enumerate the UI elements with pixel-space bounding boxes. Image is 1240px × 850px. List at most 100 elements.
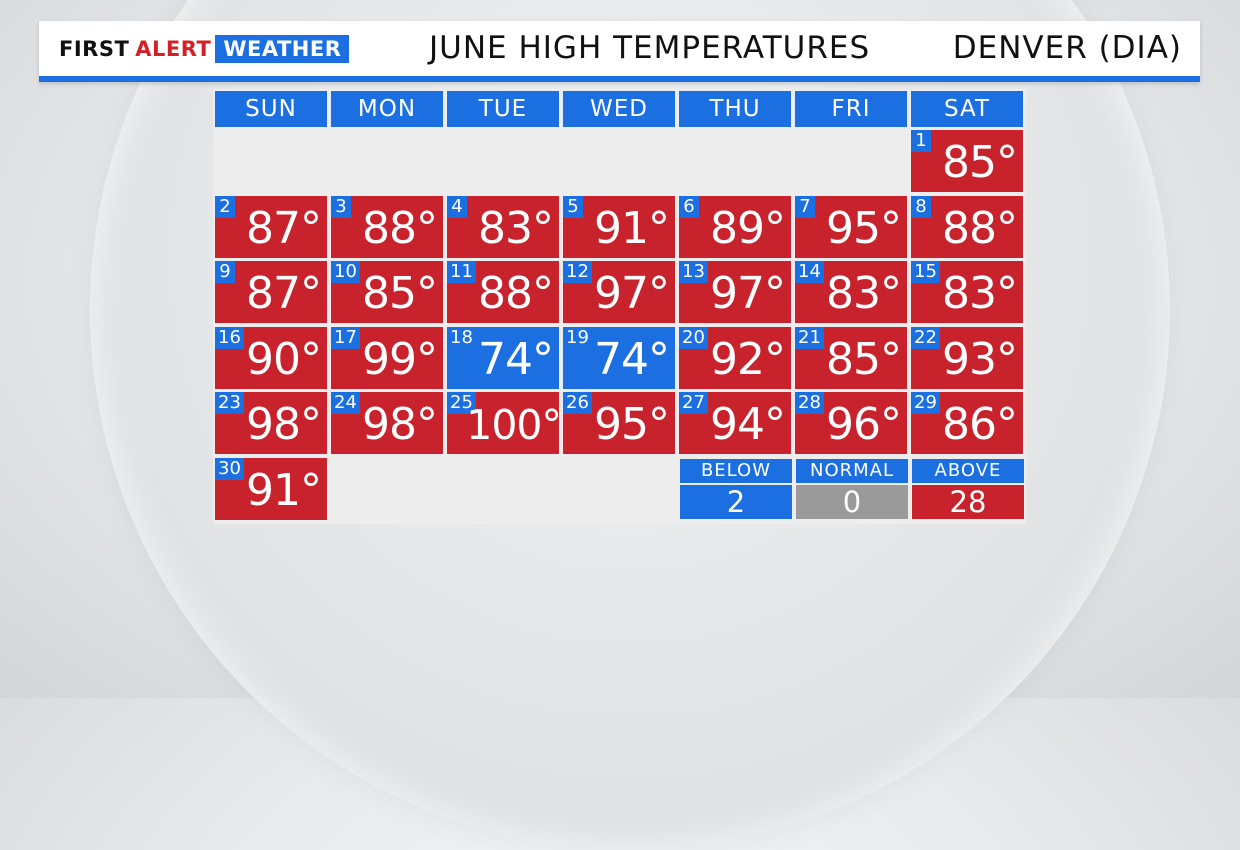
legend-above: ABOVE 28 [912,459,1024,521]
day-number: 16 [215,326,244,349]
high-temperature: 98° [362,399,438,450]
legend-below: BELOW 2 [680,459,792,521]
high-temperature: 74° [594,333,670,385]
legend-normal-count: 0 [796,485,908,519]
weekday-header-fri: FRI [795,91,907,127]
day-number: 9 [215,261,235,283]
day-cell: 1 85° [911,130,1023,192]
high-temperature: 95° [594,399,670,450]
day-number: 8 [911,195,931,218]
day-cell: 30 91° [215,457,327,520]
weekday-header-mon: MON [331,91,443,127]
legend-above-label: ABOVE [912,459,1024,483]
high-temperature: 85° [942,137,1018,188]
high-temperature: 99° [362,333,438,385]
day-number: 14 [795,261,824,283]
day-number: 13 [679,261,708,283]
day-number: 7 [795,195,815,218]
weekday-header-thu: THU [679,91,791,127]
day-number: 21 [795,326,824,349]
day-number: 15 [911,261,940,283]
day-cell: 23 98° [215,392,327,454]
day-number: 1 [911,130,931,152]
legend-normal-label: NORMAL [796,459,908,483]
weekday-header-wed: WED [563,91,675,127]
high-temperature: 93° [942,333,1018,385]
high-temperature: 98° [246,399,322,450]
high-temperature: 83° [478,202,554,254]
day-cell: 26 95° [563,392,675,454]
day-number: 20 [679,326,708,349]
day-cell: 24 98° [331,392,443,454]
day-number: 25 [447,392,476,414]
weekday-header-sat: SAT [911,91,1023,127]
brand-first-text: FIRST [59,37,130,61]
day-number: 3 [331,195,351,218]
high-temperature: 95° [826,202,902,254]
high-temperature: 91° [594,202,670,254]
day-cell: 27 94° [679,392,791,454]
high-temperature: 83° [826,268,902,319]
day-number: 19 [563,326,592,349]
day-cell: 21 85° [795,326,907,389]
day-cell: 4 83° [447,195,559,258]
day-cell: 22 93° [911,326,1023,389]
legend-below-label: BELOW [680,459,792,483]
high-temperature: 85° [826,333,902,385]
day-cell: 14 83° [795,261,907,323]
high-temperature: 83° [942,268,1018,319]
day-number: 10 [331,261,360,283]
brand-alert-text: ALERT [135,37,212,61]
day-number: 28 [795,392,824,414]
high-temperature: 85° [362,268,438,319]
day-number: 24 [331,392,360,414]
day-number: 23 [215,392,244,414]
weekday-header-sun: SUN [215,91,327,127]
day-cell: 10 85° [331,261,443,323]
day-cell: 12 97° [563,261,675,323]
day-number: 18 [447,326,476,349]
day-cell: 20 92° [679,326,791,389]
day-cell: 17 99° [331,326,443,389]
high-temperature: 88° [942,202,1018,254]
day-number: 17 [331,326,360,349]
high-temperature: 92° [710,333,786,385]
high-temperature: 91° [246,464,322,516]
day-cell: 9 87° [215,261,327,323]
day-number: 30 [215,457,244,480]
day-cell: 25 100° [447,392,562,454]
day-cell: 15 83° [911,261,1023,323]
weekday-header-tue: TUE [447,91,559,127]
high-temperature: 87° [246,268,322,319]
legend: BELOW 2 NORMAL 0 ABOVE 28 [680,459,1024,521]
high-temperature: 86° [942,399,1018,450]
page-title: JUNE HIGH TEMPERATURES [429,30,871,66]
day-number: 11 [447,261,476,283]
high-temperature: 88° [362,202,438,254]
day-number: 22 [911,326,940,349]
brand-weather-badge: WEATHER [215,35,350,63]
day-cell: 13 97° [679,261,791,323]
day-number: 6 [679,195,699,218]
day-cell: 5 91° [563,195,675,258]
day-cell: 11 88° [447,261,559,323]
day-number: 12 [563,261,592,283]
calendar-grid: BELOW 2 NORMAL 0 ABOVE 28 SUN MON TUE WED TH… [213,89,1026,524]
day-cell: 18 74° [447,326,559,389]
day-number: 29 [911,392,940,414]
high-temperature: 96° [826,399,902,450]
high-temperature: 100° [466,401,562,449]
high-temperature: 74° [478,333,554,385]
day-number: 27 [679,392,708,414]
high-temperature: 94° [710,399,786,450]
high-temperature: 89° [710,202,786,254]
day-number: 5 [563,195,583,218]
day-cell: 3 88° [331,195,443,258]
legend-above-count: 28 [912,485,1024,519]
high-temperature: 87° [246,202,322,254]
header-bar: FIRST ALERT WEATHER JUNE HIGH TEMPERATUR… [39,21,1200,82]
high-temperature: 88° [478,268,554,319]
high-temperature: 90° [246,333,322,385]
day-cell: 7 95° [795,195,907,258]
day-cell: 29 86° [911,392,1023,454]
